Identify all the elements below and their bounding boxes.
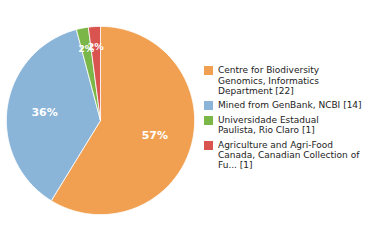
svg-text:57%: 57% bbox=[142, 129, 168, 142]
html-text:Mined from GenBank, NCBI [14]: Mined from GenBank, NCBI [14] bbox=[218, 100, 362, 111]
html-text:Agriculture and Agri-Food Cana: Agriculture and Agri-Food Canada, Canadi… bbox=[218, 139, 360, 171]
svg-text:2%: 2% bbox=[88, 41, 105, 52]
svg-text:2%: 2% bbox=[78, 42, 95, 54]
svg-text:36%: 36% bbox=[31, 106, 57, 119]
html-text:Centre for Biodiversity Genomi: Centre for Biodiversity Genomics, Inform… bbox=[218, 65, 320, 97]
html-text:Universidade Estadual Paulista: Universidade Estadual Paulista, Rio Clar… bbox=[218, 114, 319, 136]
